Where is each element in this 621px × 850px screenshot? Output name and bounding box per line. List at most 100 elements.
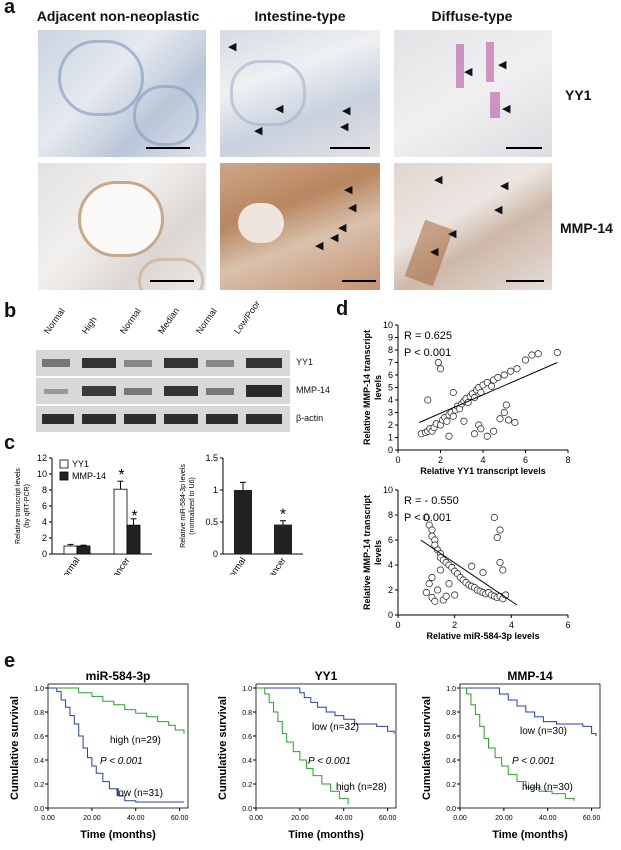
y-tick-label: 0.2: [446, 782, 456, 789]
y-tick-label: 4: [42, 517, 47, 527]
panel-label-c: c: [4, 432, 16, 454]
x-axis-label: Relative YY1 transcript levels: [420, 466, 545, 476]
row-label-yy1: YY1: [565, 87, 592, 103]
x-tick-label: 20.00: [83, 815, 101, 822]
lane-label: Median: [156, 305, 182, 336]
y-tick-label: 0.8: [446, 710, 456, 717]
y-tick-label: 6: [42, 501, 47, 511]
data-point: [431, 597, 439, 605]
x-tick-label: 0: [395, 455, 400, 465]
data-point: [434, 586, 442, 594]
legend-label: YY1: [72, 459, 89, 469]
scale-bar: [146, 147, 190, 149]
data-point: [553, 348, 561, 357]
data-point: [493, 533, 501, 542]
y-tick-label: 0: [388, 610, 393, 620]
data-point: [434, 358, 442, 367]
data-point: [436, 566, 445, 574]
arrowhead-icon: ◀: [494, 204, 503, 216]
scale-bar: [150, 280, 194, 282]
y-tick-label: 1: [388, 433, 393, 443]
y-tick-label: 0.8: [34, 710, 44, 717]
data-point: [500, 408, 508, 417]
y-axis-label: Cumulative survival: [217, 696, 229, 800]
data-point: [470, 430, 479, 438]
data-point: [436, 365, 445, 373]
bar: [234, 490, 252, 554]
y-axis-label: Relative miR-584-3p levels (normalized to…: [180, 464, 196, 548]
y-tick-label: 12: [37, 453, 47, 463]
scale-bar: [330, 147, 370, 149]
x-axis-label: Time (months): [80, 829, 156, 841]
y-tick-label: 0.0: [446, 806, 456, 813]
arrowhead-icon: ◀: [338, 222, 347, 234]
y-tick-label: 0.6: [242, 734, 252, 741]
data-point: [428, 526, 436, 534]
lane-label: Normal: [194, 306, 219, 336]
bar-chart-transcript-levels: 0 2 4 6 8 10 12 Relative transcript levels (by q…: [15, 453, 152, 575]
survival-curve: [48, 687, 185, 734]
p-value: P < 0.001: [512, 756, 555, 767]
survival-curve: [256, 687, 349, 805]
bar-chart-mir584: 0 0.5 1 1.5 Relative miR-584-3p levels (norma…: [180, 453, 303, 575]
y-tick-label: 8: [388, 345, 393, 355]
y-tick-label: 0.5: [205, 517, 218, 527]
y-tick-label: 0.8: [242, 710, 252, 717]
data-point: [443, 417, 451, 425]
blot-mmp14: [36, 378, 290, 404]
scatter-yy1-vs-mmp14: 0 1 2 3 4 5 6 7 8 9 10 0 2 4 6 8 Relative YY1 transcript…: [362, 320, 571, 476]
survival-curve: [460, 687, 575, 801]
legend-swatch: [59, 459, 69, 469]
p-value: P < 0.001: [404, 347, 451, 359]
scale-bar: [506, 147, 542, 149]
scatter-mir584-vs-mmp14: 0 2 4 6 8 10 0 2 4 6 Relative miR-584-3p levels Rel…: [362, 485, 571, 641]
data-point: [468, 562, 476, 570]
y-tick-label: 0.4: [242, 758, 252, 765]
x-tick-label: Cancer: [107, 555, 132, 575]
x-tick-label: 0.00: [453, 815, 467, 822]
lane-label: Normal: [42, 306, 67, 336]
y-tick-label: 0: [213, 549, 218, 559]
y-tick-label: 0.4: [446, 758, 456, 765]
arrowhead-icon: ◀: [434, 174, 443, 186]
data-point: [511, 418, 519, 427]
y-tick-label: 0.6: [34, 734, 44, 741]
y-tick-label: 0.0: [34, 806, 44, 813]
km-curve-yy1: YY1 0.0 0.2 0.4 0.6 0.8 1.0 0.00 20.00 40.00 60.00…: [217, 669, 397, 841]
plot-frame: [255, 683, 397, 809]
y-tick-label: 1: [213, 485, 218, 495]
legend-label: MMP-14: [72, 471, 106, 481]
data-point: [528, 351, 536, 359]
y-axis-label: Relative transcript levels (by qRT-PCR): [15, 468, 31, 544]
data-point: [428, 573, 436, 582]
x-tick-label: 4: [509, 620, 514, 630]
data-point: [425, 580, 433, 588]
panel-label-e: e: [4, 650, 16, 672]
x-tick-label: Cancer: [263, 555, 288, 575]
y-axis-label: Cumulative survival: [9, 696, 21, 800]
column-header-diffuse: Diffuse-type: [431, 8, 513, 24]
y-tick-label: 10: [37, 469, 47, 479]
y-tick-label: 0.4: [34, 758, 44, 765]
bar: [274, 524, 292, 554]
x-tick-label: 6: [565, 620, 570, 630]
p-value: P < 0.001: [308, 756, 351, 767]
y-tick-label: 2: [388, 420, 393, 430]
blot-label-mmp14: MMP-14: [296, 385, 331, 395]
bar: [63, 545, 78, 555]
arrowhead-icon: ◀: [315, 240, 324, 252]
y-tick-label: 1.0: [446, 686, 456, 693]
blot-beta-actin: [36, 406, 290, 432]
y-tick-label: 6: [388, 535, 393, 545]
low-group-label: low (n=31): [116, 788, 163, 799]
x-tick-label: 20.00: [291, 815, 309, 822]
data-point: [451, 591, 459, 599]
data-point: [534, 350, 542, 358]
data-point: [445, 580, 453, 588]
blot-label-yy1: YY1: [296, 357, 314, 367]
blot-label-beta-actin: β-actin: [296, 413, 324, 423]
y-tick-label: 9: [388, 333, 393, 343]
arrowhead-icon: ◀: [464, 66, 473, 78]
x-tick-label: 0.00: [41, 815, 55, 822]
significance-star: *: [118, 467, 124, 484]
